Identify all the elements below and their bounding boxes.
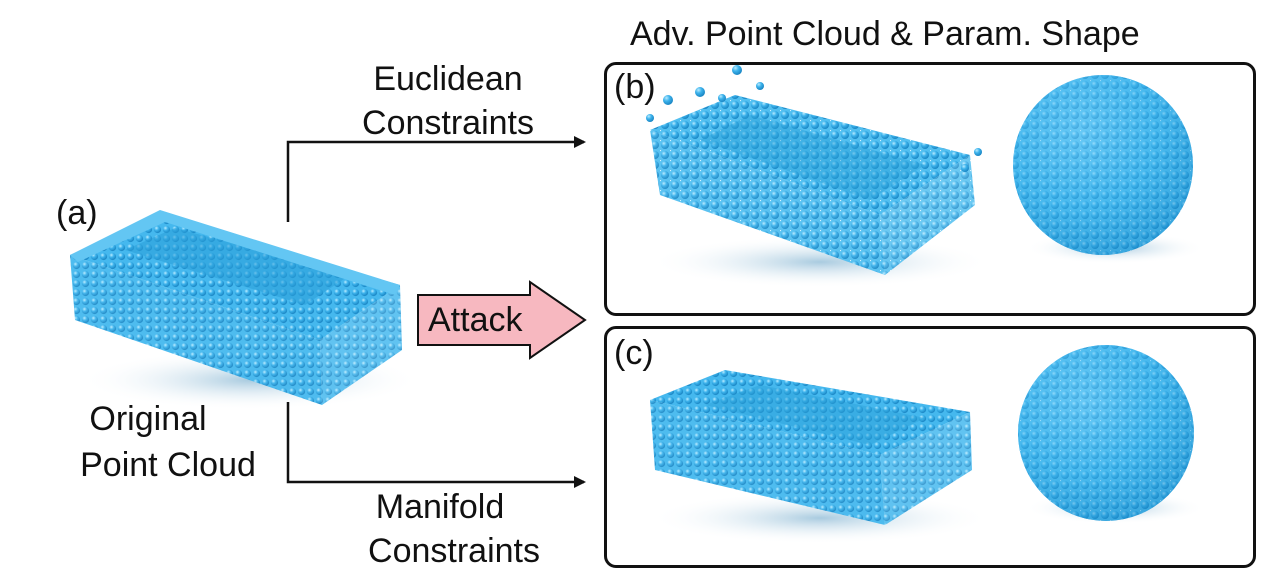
- euclidean-label-line2: Constraints: [362, 104, 534, 142]
- panel-a-label: (a): [56, 194, 98, 232]
- original-label-line2: Point Cloud: [80, 446, 256, 484]
- manifold-arrow: [286, 402, 586, 488]
- panel-c-label: (c): [614, 334, 654, 372]
- manifold-sofa: [650, 370, 990, 544]
- original-sofa: [70, 210, 420, 410]
- manifold-label-line2: Constraints: [368, 532, 540, 570]
- attack-arrow: [417, 280, 587, 360]
- manifold-sphere: [1018, 345, 1205, 524]
- panel-b-label: (b): [614, 68, 656, 106]
- attack-label: Attack: [428, 301, 523, 339]
- diagram-title: Adv. Point Cloud & Param. Shape: [630, 15, 1140, 53]
- original-label-line1: Original: [89, 400, 207, 438]
- euclidean-sphere: [1013, 75, 1205, 264]
- euclidean-label-line1: Euclidean: [373, 60, 523, 98]
- euclidean-sofa: [646, 65, 990, 288]
- euclidean-arrow: [286, 136, 586, 222]
- manifold-label-line1: Manifold: [375, 488, 505, 526]
